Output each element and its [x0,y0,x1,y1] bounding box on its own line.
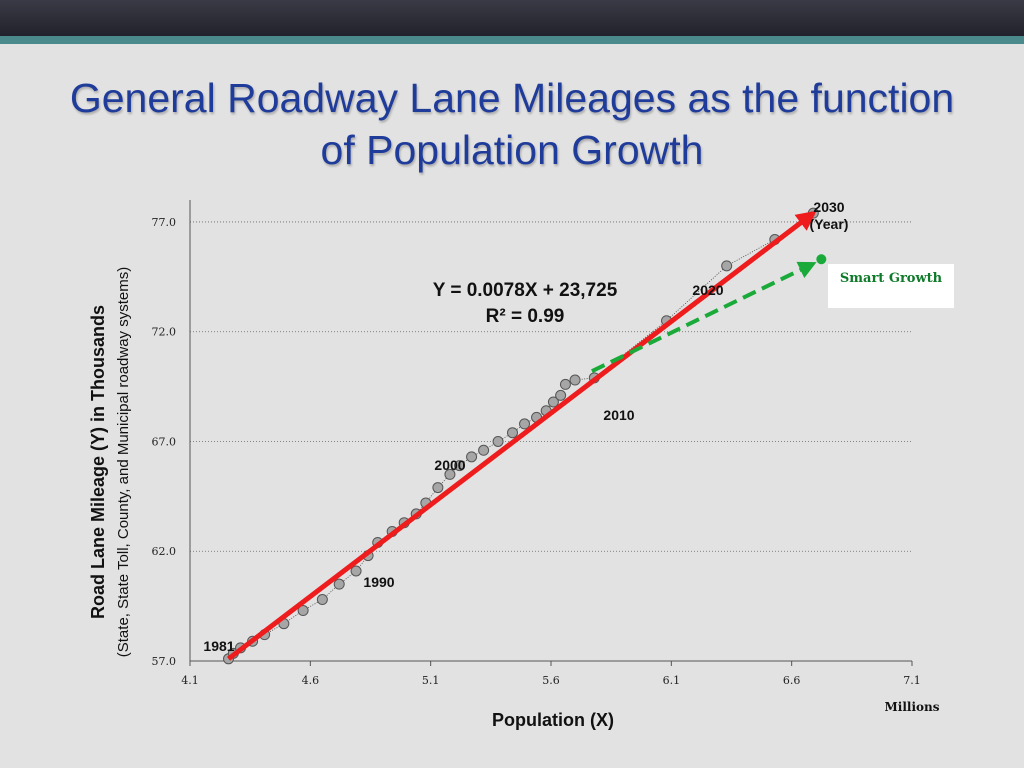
x-tick-label: 6.6 [783,674,801,687]
smart-growth-label: Smart Growth [828,264,954,308]
y-axis-sublabel: (State, State Toll, County, and Municipa… [115,267,132,657]
data-point [547,396,559,408]
x-tick-label: 5.1 [422,674,440,687]
data-point [454,460,466,472]
data-point [297,605,309,617]
data-point [333,578,345,590]
data-point [559,378,571,390]
data-point [432,482,444,494]
regression-equation: Y = 0.0078X + 23,725 [433,280,618,301]
slide-title: General Roadway Lane Mileages as the fun… [69,75,955,173]
data-point [466,451,478,463]
data-point [492,435,504,447]
year-label-1981: 1981 [203,638,234,654]
x-axis-label: Population (X) [492,710,614,730]
data-point [316,594,328,606]
data-point [478,444,490,456]
y-axis-label: Road Lane Mileage (Y) in Thousands [88,305,108,619]
year-label-2020: 2020 [692,282,723,298]
smart-growth-marker [816,254,827,265]
accent-band [0,36,1024,44]
year-label-2000: 2000 [434,457,465,473]
year-label-2010: 2010 [603,407,634,423]
data-point [555,389,567,401]
gridlines [190,221,912,552]
year-label-2030: 2030 [813,199,844,215]
data-point [506,427,518,439]
data-point [721,260,733,272]
data-point [444,468,456,480]
x-tick-label: 4.6 [302,674,320,687]
trend-arrows [226,210,827,661]
y-tick-labels: 57.0 62.0 67.0 72.0 77.0 [152,216,177,668]
y-tick-label: 77.0 [152,216,177,229]
year-word-label: (Year) [810,216,849,232]
axes [189,200,913,666]
x-tick-labels: 4.1 4.6 5.1 5.6 6.1 6.6 7.1 [181,674,921,687]
y-tick-label: 57.0 [152,655,177,668]
r-squared: R² = 0.99 [486,306,565,327]
trend-arrow [226,210,817,661]
data-point [569,374,581,386]
data-point [519,418,531,430]
x-tick-label: 6.1 [663,674,681,687]
y-tick-label: 62.0 [152,545,177,558]
x-tick-label: 4.1 [181,674,199,687]
year-label-1990: 1990 [363,574,394,590]
top-banner [0,0,1024,36]
x-tick-label: 7.1 [903,674,921,687]
x-tick-label: 5.6 [542,674,560,687]
data-point [350,565,362,577]
x-axis-units: Millions [884,700,939,714]
y-tick-label: 67.0 [152,435,177,448]
y-tick-label: 72.0 [152,326,177,339]
